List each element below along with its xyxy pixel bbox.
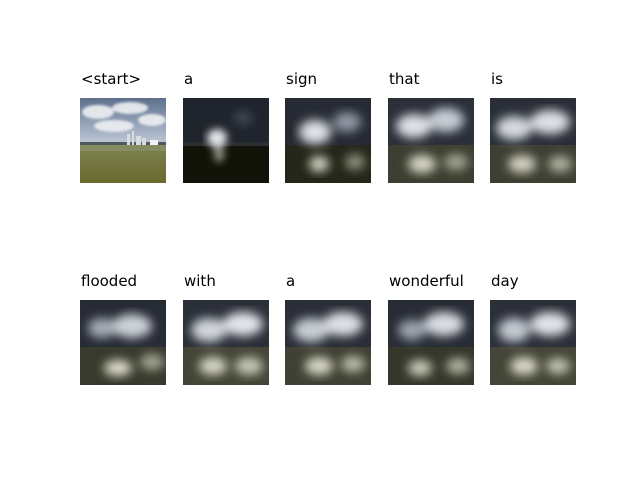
attention-map — [490, 98, 576, 183]
attention-map — [80, 300, 166, 385]
attention-map — [183, 300, 269, 385]
caption-word: sign — [286, 70, 318, 88]
attention-map — [388, 300, 474, 385]
caption-word: wonderful — [389, 272, 464, 290]
caption-word: a — [184, 70, 194, 88]
source-photo — [80, 98, 166, 183]
caption-word: a — [286, 272, 296, 290]
caption-word: day — [491, 272, 519, 290]
attention-map — [285, 300, 371, 385]
caption-word: is — [491, 70, 503, 88]
attention-map — [490, 300, 576, 385]
caption-word: that — [389, 70, 420, 88]
caption-word: with — [184, 272, 216, 290]
attention-map — [388, 98, 474, 183]
attention-map — [183, 98, 269, 183]
attention-map — [285, 98, 371, 183]
caption-word: flooded — [81, 272, 138, 290]
caption-word: <start> — [81, 70, 142, 88]
